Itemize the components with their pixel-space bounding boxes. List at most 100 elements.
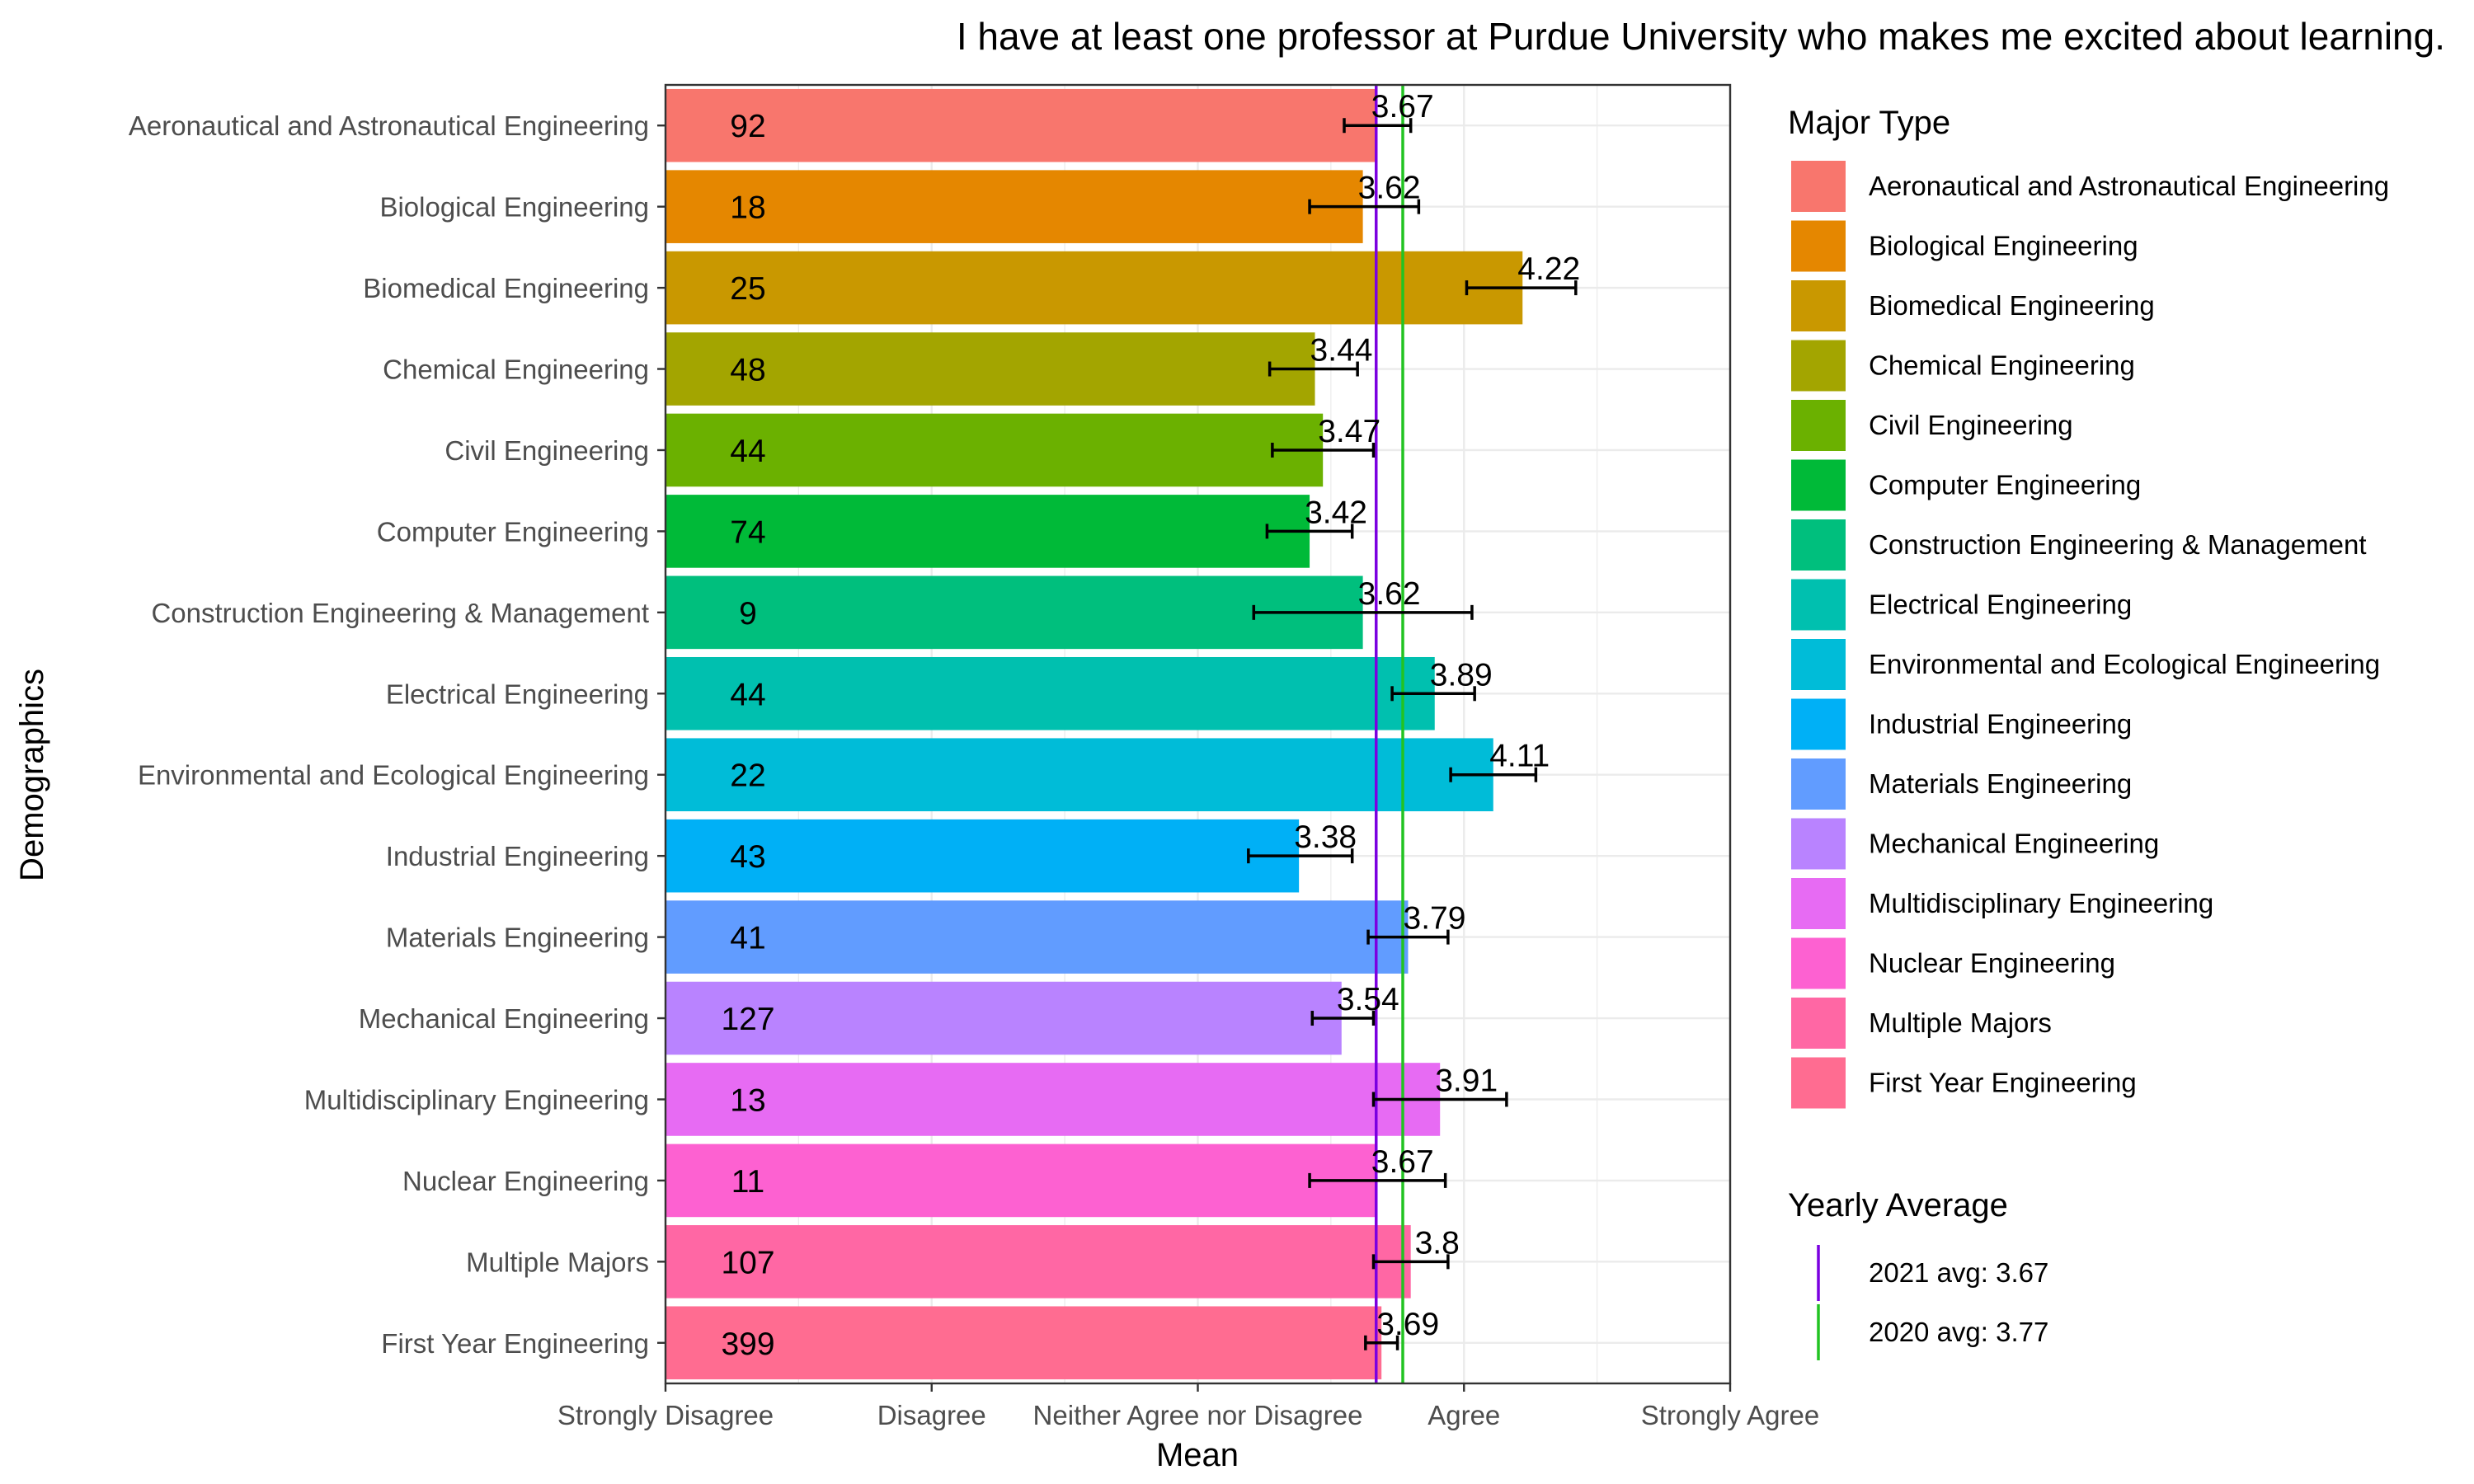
bar <box>666 495 1310 568</box>
bar <box>666 981 1342 1055</box>
y-tick-label: Mechanical Engineering <box>359 1003 649 1034</box>
legend-label: Biomedical Engineering <box>1869 290 2155 321</box>
legend-label: Aeronautical and Astronautical Engineeri… <box>1869 171 2389 201</box>
bar <box>666 332 1315 406</box>
value-label: 3.89 <box>1430 657 1493 693</box>
legend-label: Chemical Engineering <box>1869 350 2135 381</box>
x-tick-label: Disagree <box>877 1400 986 1430</box>
legend-label: First Year Engineering <box>1869 1068 2137 1098</box>
y-tick-label: Biological Engineering <box>379 192 649 223</box>
value-label: 3.69 <box>1376 1307 1439 1342</box>
legend-label: Materials Engineering <box>1869 768 2132 799</box>
y-tick-label: Multiple Majors <box>466 1247 649 1277</box>
chart-title: I have at least one professor at Purdue … <box>957 15 2445 58</box>
value-label: 3.79 <box>1404 901 1466 937</box>
legend-label: Mechanical Engineering <box>1869 829 2159 859</box>
legend-key <box>1791 758 1846 810</box>
count-label: 41 <box>730 921 765 956</box>
bar <box>666 413 1324 487</box>
legend-key <box>1791 280 1846 331</box>
count-label: 74 <box>730 514 765 550</box>
legend-label: Biological Engineering <box>1869 231 2138 261</box>
x-tick-label: Strongly Agree <box>1641 1400 1819 1430</box>
value-label: 3.91 <box>1435 1063 1498 1098</box>
count-label: 107 <box>721 1245 774 1280</box>
legend-key <box>1791 459 1846 511</box>
legend-label: Nuclear Engineering <box>1869 948 2115 979</box>
reference-legend: Yearly Average 2021 avg: 3.67 2020 avg: 3… <box>1788 1187 2048 1360</box>
bar <box>666 1144 1376 1218</box>
value-label: 3.67 <box>1371 89 1434 124</box>
legend-key <box>1791 818 1846 870</box>
legend-label: Industrial Engineering <box>1869 709 2132 740</box>
legend-key <box>1791 878 1846 929</box>
data-labels: 3.67 92 3.62 18 4.22 25 3.44 48 3.47 44 3.42 74 3.62… <box>721 89 1580 1362</box>
legend-label: Environmental and Ecological Engineering <box>1869 649 2380 679</box>
y-tick-label: Environmental and Ecological Engineering <box>138 760 649 791</box>
y-tick-label: Biomedical Engineering <box>363 273 649 303</box>
legend-label: Civil Engineering <box>1869 410 2073 440</box>
legend-key <box>1791 220 1846 272</box>
legend-key <box>1791 937 1846 989</box>
value-label: 3.8 <box>1415 1225 1460 1261</box>
count-label: 18 <box>730 190 765 226</box>
value-label: 3.42 <box>1305 495 1367 530</box>
legend-title: Major Type <box>1788 105 1950 141</box>
reference-lines <box>1374 85 1404 1383</box>
bar <box>666 575 1363 650</box>
y-tick-label: First Year Engineering <box>381 1328 649 1359</box>
bar <box>666 738 1493 812</box>
legend-key <box>1791 1057 1846 1109</box>
y-tick-label: Construction Engineering & Management <box>151 598 649 628</box>
legend-key <box>1791 519 1846 571</box>
count-label: 43 <box>730 839 765 875</box>
legend-key <box>1791 400 1846 451</box>
value-label: 3.44 <box>1310 333 1373 369</box>
legend: Major Type Aeronautical and Astronautica… <box>1788 105 2389 1109</box>
legend-label: Multidisciplinary Engineering <box>1869 888 2213 918</box>
legend-label: Electrical Engineering <box>1869 589 2132 620</box>
x-axis: Strongly Disagree Disagree Neither Agree n… <box>557 1383 1819 1430</box>
bar <box>666 656 1435 730</box>
y-tick-label: Chemical Engineering <box>383 355 649 385</box>
y-tick-label: Electrical Engineering <box>386 679 649 709</box>
count-label: 13 <box>730 1082 765 1118</box>
y-tick-label: Materials Engineering <box>386 923 649 953</box>
count-label: 44 <box>730 434 765 469</box>
reference-legend-label: 2021 avg: 3.67 <box>1869 1257 2048 1288</box>
x-tick-label: Agree <box>1427 1400 1500 1430</box>
legend-key <box>1791 340 1846 392</box>
reference-legend-title: Yearly Average <box>1788 1187 2008 1223</box>
y-tick-label: Nuclear Engineering <box>402 1166 649 1196</box>
legend-key <box>1791 698 1846 750</box>
count-label: 48 <box>730 353 765 388</box>
count-label: 22 <box>730 758 765 794</box>
legend-label: Computer Engineering <box>1869 470 2141 500</box>
value-label: 3.62 <box>1358 576 1421 612</box>
y-axis-title: Demographics <box>14 669 50 881</box>
x-tick-label: Neither Agree nor Disagree <box>1033 1400 1363 1430</box>
plot-panel: 3.67 92 3.62 18 4.22 25 3.44 48 3.47 44 3.42 74 3.62… <box>664 83 1732 1385</box>
value-label: 3.38 <box>1294 819 1357 855</box>
legend-key <box>1791 579 1846 631</box>
bars <box>666 88 1523 1380</box>
y-tick-label: Multidisciplinary Engineering <box>304 1084 649 1115</box>
bar <box>666 251 1523 325</box>
x-axis-title: Mean <box>1156 1437 1239 1473</box>
value-label: 3.62 <box>1358 171 1421 206</box>
count-label: 92 <box>730 109 765 144</box>
count-label: 399 <box>721 1327 774 1362</box>
y-tick-label: Computer Engineering <box>377 516 649 547</box>
x-tick-label: Strongly Disagree <box>557 1400 774 1430</box>
legend-key <box>1791 998 1846 1049</box>
y-axis: Aeronautical and Astronautical Engineeri… <box>129 110 666 1359</box>
value-label: 3.47 <box>1318 414 1380 449</box>
bar <box>666 900 1409 974</box>
value-label: 3.54 <box>1337 982 1399 1017</box>
legend-key <box>1791 161 1846 212</box>
count-label: 44 <box>730 677 765 712</box>
bar <box>666 819 1300 893</box>
y-tick-label: Industrial Engineering <box>386 841 649 871</box>
legend-label: Construction Engineering & Management <box>1869 529 2367 560</box>
